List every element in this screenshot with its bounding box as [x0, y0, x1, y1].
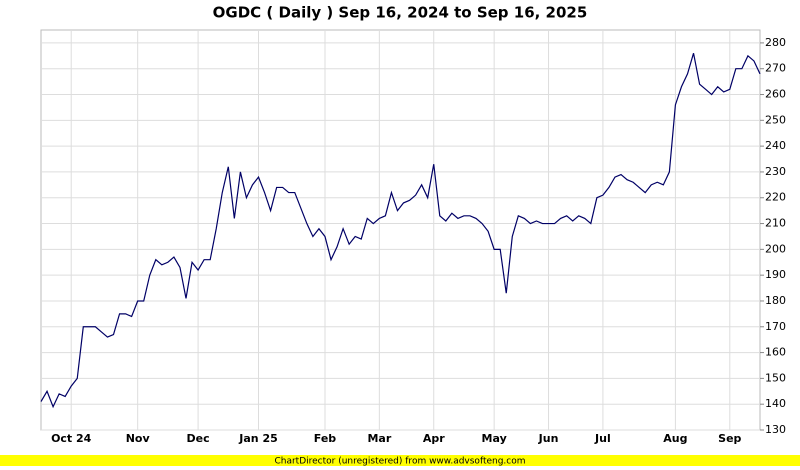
x-tick-label: Jan 25 — [238, 432, 277, 445]
x-tick-label: Mar — [367, 432, 391, 445]
y-tick-label: 240 — [765, 139, 786, 152]
price-line — [40, 53, 761, 409]
y-tick-label: 280 — [765, 36, 786, 49]
y-tick-label: 200 — [765, 242, 786, 255]
x-tick-label: Nov — [126, 432, 151, 445]
y-tick-label: 190 — [765, 268, 786, 281]
y-tick-label: 210 — [765, 217, 786, 230]
y-tick-label: 230 — [765, 165, 786, 178]
chart-title: OGDC ( Daily ) Sep 16, 2024 to Sep 16, 2… — [213, 4, 588, 22]
footer: ChartDirector (unregistered) from www.ad… — [274, 457, 525, 467]
grid: 130 140 150 160 170 180 190 200 210 220 230 240 250 2… — [41, 30, 786, 445]
marks — [40, 53, 761, 409]
y-tick-label: 180 — [765, 294, 786, 307]
y-tick-label: 170 — [765, 320, 786, 333]
x-tick-label: Dec — [187, 432, 210, 445]
y-tick-label: 150 — [765, 371, 786, 384]
y-tick-label: 140 — [765, 397, 786, 410]
x-tick-label: May — [482, 432, 507, 445]
y-tick-label: 220 — [765, 191, 786, 204]
x-tick-label: Jul — [594, 432, 611, 445]
x-tick-label: Jun — [538, 432, 559, 445]
y-tick-label: 160 — [765, 346, 786, 359]
x-tick-label: Apr — [423, 432, 445, 445]
x-tick-label: Feb — [314, 432, 337, 445]
y-tick-label: 270 — [765, 62, 786, 75]
x-tick-label: Sep — [718, 432, 741, 445]
y-tick-label: 250 — [765, 113, 786, 126]
plot-area — [40, 29, 761, 431]
y-tick-label: 260 — [765, 88, 786, 101]
x-tick-label: Aug — [663, 432, 687, 445]
x-tick-label: Oct 24 — [51, 432, 92, 445]
y-tick-label: 130 — [765, 423, 786, 436]
footer-bar — [0, 455, 800, 466]
